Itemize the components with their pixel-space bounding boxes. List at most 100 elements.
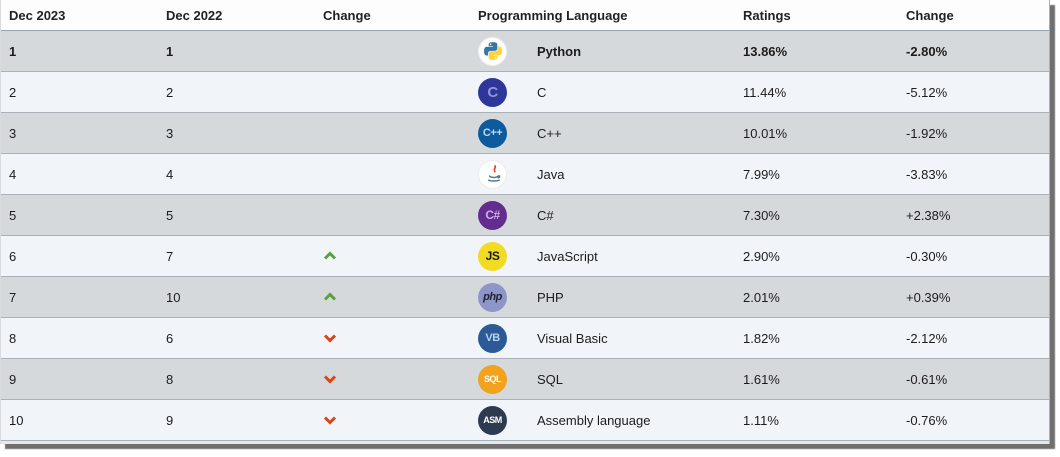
change-value: -0.30% — [898, 235, 1049, 277]
language-name: Assembly language — [537, 412, 651, 428]
change-value: -0.76% — [898, 399, 1049, 441]
change-value: +0.39% — [898, 276, 1049, 318]
ratings-value: 1.11% — [735, 399, 898, 441]
rank-change-icon — [323, 210, 337, 220]
rank-dec-2023: 10 — [1, 399, 158, 441]
rank-dec-2023: 7 — [1, 276, 158, 318]
language-name: C# — [537, 207, 554, 223]
language-table-body: 1 1 Python 13.86% -2.80% 2 2 C C 11.44% … — [1, 30, 1049, 441]
table-header: Dec 2023 Dec 2022 Change Programming Lan… — [1, 0, 1049, 31]
language-name: C++ — [537, 125, 562, 141]
rank-up-icon — [323, 290, 337, 301]
rank-change-cell — [315, 358, 470, 400]
rank-change-icon — [323, 46, 337, 56]
rank-dec-2022: 5 — [158, 194, 315, 236]
ratings-value: 7.99% — [735, 153, 898, 195]
table-row: 2 2 C C 11.44% -5.12% — [1, 71, 1049, 113]
table-row: 10 9 ASM Assembly language 1.11% -0.76% — [1, 399, 1049, 441]
table-row: 1 1 Python 13.86% -2.80% — [1, 30, 1049, 72]
ratings-value: 1.82% — [735, 317, 898, 359]
assembly-language-icon: ASM — [478, 405, 507, 435]
rank-down-icon — [323, 331, 337, 343]
rank-dec-2023: 5 — [1, 194, 158, 236]
language-name: Java — [537, 166, 565, 182]
rank-dec-2022: 9 — [158, 399, 315, 441]
language-name: JavaScript — [537, 248, 598, 264]
language-cell: php PHP — [470, 276, 735, 318]
col-header-ratings-change: Change — [898, 0, 1049, 31]
table-bottom-strip — [1, 441, 1049, 444]
language-cell: VB Visual Basic — [470, 317, 735, 359]
table-row: 4 4 Java 7.99% -3.83% — [1, 153, 1049, 195]
rank-change-cell — [315, 153, 470, 195]
header-row: Dec 2023 Dec 2022 Change Programming Lan… — [1, 0, 1049, 31]
col-header-dec-2023: Dec 2023 — [1, 0, 158, 31]
rank-change-icon — [323, 169, 337, 179]
language-name: Python — [537, 43, 582, 59]
col-header-dec-2022: Dec 2022 — [158, 0, 315, 31]
language-cell: C# C# — [470, 194, 735, 236]
change-value: -1.92% — [898, 112, 1049, 154]
language-cell: JS JavaScript — [470, 235, 735, 277]
rank-dec-2023: 4 — [1, 153, 158, 195]
language-cell: Java — [470, 153, 735, 195]
rank-change-cell — [315, 30, 470, 72]
table-row: 9 8 SQL SQL 1.61% -0.61% — [1, 358, 1049, 400]
table-row: 8 6 VB Visual Basic 1.82% -2.12% — [1, 317, 1049, 359]
col-header-ratings: Ratings — [735, 0, 898, 31]
java-icon — [478, 159, 507, 189]
rank-dec-2022: 2 — [158, 71, 315, 113]
rank-change-icon — [323, 87, 337, 97]
change-value: -5.12% — [898, 71, 1049, 113]
language-name: Visual Basic — [537, 330, 608, 346]
language-cell: Python — [470, 30, 735, 72]
rank-dec-2023: 3 — [1, 112, 158, 154]
table-row: 3 3 C++ C++ 10.01% -1.92% — [1, 112, 1049, 154]
rank-dec-2022: 7 — [158, 235, 315, 277]
change-value: -3.83% — [898, 153, 1049, 195]
language-cell: C C — [470, 71, 735, 113]
table-row: 5 5 C# C# 7.30% +2.38% — [1, 194, 1049, 236]
php-icon: php — [478, 282, 507, 312]
language-cell: SQL SQL — [470, 358, 735, 400]
rank-dec-2023: 8 — [1, 317, 158, 359]
rank-dec-2022: 3 — [158, 112, 315, 154]
rank-change-cell — [315, 71, 470, 113]
rank-dec-2023: 6 — [1, 235, 158, 277]
rank-dec-2023: 2 — [1, 71, 158, 113]
table-row: 7 10 php PHP 2.01% +0.39% — [1, 276, 1049, 318]
table-row: 6 7 JS JavaScript 2.90% -0.30% — [1, 235, 1049, 277]
rank-dec-2023: 9 — [1, 358, 158, 400]
language-ranking-table-container: Dec 2023 Dec 2022 Change Programming Lan… — [0, 0, 1050, 444]
c--icon: C# — [478, 200, 507, 230]
rank-dec-2023: 1 — [1, 30, 158, 72]
change-value: -2.12% — [898, 317, 1049, 359]
ratings-value: 10.01% — [735, 112, 898, 154]
ratings-value: 11.44% — [735, 71, 898, 113]
rank-change-cell — [315, 194, 470, 236]
language-name: PHP — [537, 289, 564, 305]
change-value: -2.80% — [898, 30, 1049, 72]
javascript-icon: JS — [478, 241, 507, 271]
rank-dec-2022: 10 — [158, 276, 315, 318]
language-cell: C++ C++ — [470, 112, 735, 154]
language-ranking-table: Dec 2023 Dec 2022 Change Programming Lan… — [1, 0, 1049, 441]
rank-change-cell — [315, 112, 470, 154]
rank-change-cell — [315, 276, 470, 318]
language-name: C — [537, 84, 547, 100]
col-header-rank-change: Change — [315, 0, 470, 31]
rank-change-cell — [315, 235, 470, 277]
rank-dec-2022: 1 — [158, 30, 315, 72]
rank-dec-2022: 8 — [158, 358, 315, 400]
language-cell: ASM Assembly language — [470, 399, 735, 441]
ratings-value: 7.30% — [735, 194, 898, 236]
ratings-value: 2.01% — [735, 276, 898, 318]
visual-basic-icon: VB — [478, 323, 507, 353]
python-icon — [478, 36, 507, 66]
ratings-value: 13.86% — [735, 30, 898, 72]
change-value: +2.38% — [898, 194, 1049, 236]
c--icon: C++ — [478, 118, 507, 148]
ratings-value: 2.90% — [735, 235, 898, 277]
rank-dec-2022: 6 — [158, 317, 315, 359]
ratings-value: 1.61% — [735, 358, 898, 400]
